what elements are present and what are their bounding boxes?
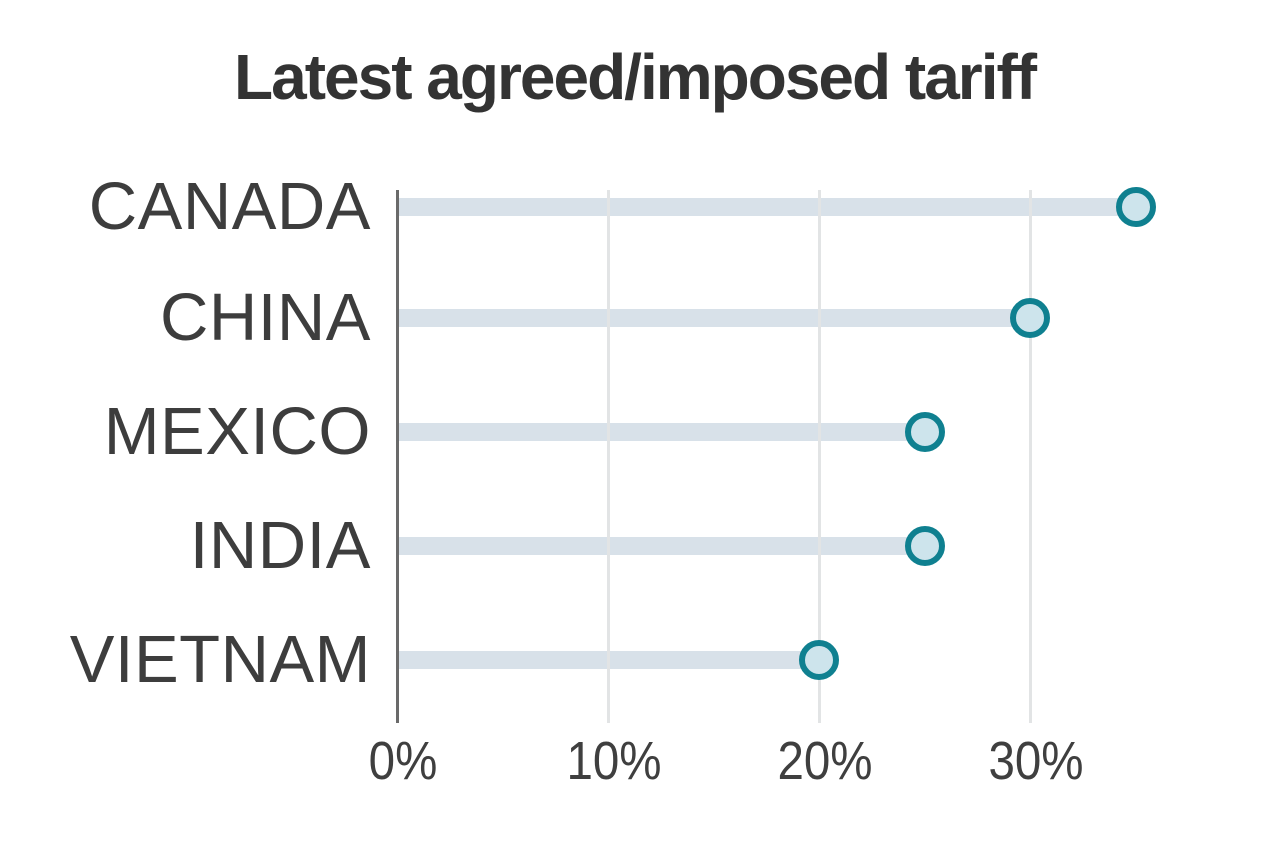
x-gridline-20 xyxy=(817,190,821,723)
bar-canada xyxy=(397,198,1136,216)
dot-india-25% xyxy=(904,526,945,566)
chart-title: Latest agreed/imposed tariff xyxy=(234,41,1037,113)
dot-mexico-25% xyxy=(904,412,945,452)
category-label-china: CHINA xyxy=(160,280,371,355)
x-tick-label-0pct: 0% xyxy=(368,731,438,791)
dot-china-30% xyxy=(1010,298,1050,338)
x-gridline-10 xyxy=(606,190,610,723)
category-label-canada: CANADA xyxy=(88,169,371,244)
x-tick-label-10pct: 10% xyxy=(566,731,662,791)
bar-mexico xyxy=(397,423,925,441)
dot-vietnam-20% xyxy=(799,640,839,680)
x-tick-label-30pct: 30% xyxy=(988,731,1084,791)
bar-india xyxy=(397,537,925,555)
x-gridline-30 xyxy=(1028,190,1032,723)
category-label-vietnam: VIETNAM xyxy=(69,622,371,697)
x-tick-label-20pct: 20% xyxy=(777,731,873,791)
category-label-mexico: MEXICO xyxy=(103,394,371,469)
category-label-india: INDIA xyxy=(189,508,371,583)
bar-china xyxy=(397,309,1030,327)
x-axis-zero-line xyxy=(395,190,399,723)
dot-canada-35% xyxy=(1115,187,1156,227)
